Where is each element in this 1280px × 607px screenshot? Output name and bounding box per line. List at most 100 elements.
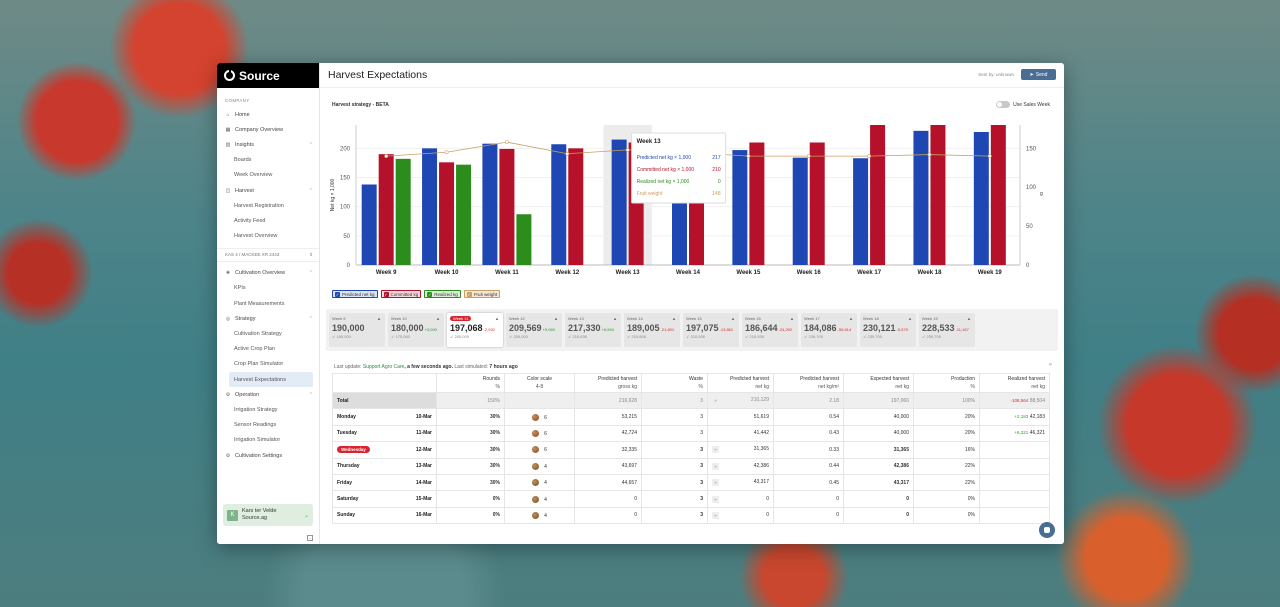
row-color-scale[interactable]: 4 [504,506,575,525]
column-unit [332,383,437,393]
sidebar-item-activity-feed[interactable]: Activity Feed [217,213,319,228]
sidebar-item-irrigation-simulator[interactable]: Irrigation Simulator [217,433,319,448]
fruit-weight-point [565,151,570,156]
week-card[interactable]: Week 13 ▲ 217,330+6,594 ➶ 210,636 [565,313,621,347]
sidebar-item-sensor-readings[interactable]: Sensor Readings [217,418,319,433]
double-arrow-icon[interactable]: » [712,462,719,470]
chevron-up-icon: ⌃ [308,315,313,322]
week-card[interactable]: Week 17 ▲ 184,086-55,614 ➶ 239,700 [801,313,857,347]
chat-button[interactable] [1039,522,1055,538]
column-header[interactable]: Predicted harvest [707,373,774,384]
farm-selector[interactable]: KAS 4 / MACKEE XR 2443 ⇕ [217,247,319,262]
week-card[interactable]: Week 9 ▲ 190,000 ➶ 190,000 [329,313,385,347]
column-header[interactable]: Production [913,373,980,384]
use-sales-week-toggle[interactable]: Use Sales Week [996,101,1050,108]
arrow-up-icon: ▲ [790,316,794,321]
sidebar-item-cultivation-strategy[interactable]: Cultivation Strategy [217,326,319,341]
row-color-scale[interactable]: 4 [504,473,575,492]
send-button[interactable]: ➤ Send [1021,69,1056,80]
column-header[interactable]: Predicted harvest [773,373,844,384]
row-color-scale[interactable]: 6 [504,408,575,426]
sidebar-item-cultivation-settings[interactable]: ⚙ Cultivation Settings [217,448,319,463]
week-forecast-value: 239,700 [867,334,882,339]
sidebar-item-home[interactable]: ⌂ Home [217,107,319,122]
sidebar-item-irrigation-strategy[interactable]: Irrigation Strategy [217,402,319,417]
sidebar-item-company-overview[interactable]: ▦ Company Overview [217,122,319,137]
avatar: K [227,509,238,521]
week-card[interactable]: Week 14 ▲ 189,005-21,601 ➶ 210,606 [624,313,680,347]
column-header[interactable]: Predicted harvest [574,373,642,384]
chevron-up-icon: ⌃ [308,270,313,277]
column-unit: % [641,383,708,393]
sidebar-item-strategy[interactable]: ◎ Strategy ⌃ [217,311,319,326]
sidebar-item-harvest-overview[interactable]: Harvest Overview [217,229,319,244]
sidebar-item-harvest-expectations[interactable]: Harvest Expectations [229,372,313,388]
logo[interactable]: Source [217,63,319,88]
toggle-switch[interactable] [996,101,1011,108]
week-card-value: 184,086-55,614 [804,323,854,333]
sidebar-item-week-overview[interactable]: Week Overview [217,168,319,183]
row-color-scale[interactable]: 4 [504,457,575,475]
sidebar-item-harvest-registration[interactable]: Harvest Registration [217,198,319,213]
collapse-sidebar-icon[interactable]: ‹ [307,535,313,541]
arrow-up-icon: ▲ [731,316,735,321]
sidebar-item-boards[interactable]: Boards [217,153,319,168]
sidebar-item-kpis[interactable]: KPIs [217,281,319,296]
sidebar-item-operation[interactable]: ⚙ Operation ⌃ [217,387,319,402]
sidebar-item-harvest[interactable]: ◫ Harvest ⌃ [217,183,319,198]
arrow-up-icon: ▲ [436,316,440,321]
x-tick-label: Week 17 [857,270,882,276]
double-arrow-icon[interactable]: » [712,397,719,405]
row-color-scale[interactable]: 4 [504,490,575,508]
week-card[interactable]: Week 18 ▲ 230,121-9,579 ➶ 239,700 [860,313,916,347]
week-card-label: Week 16 [745,316,761,321]
row-color-scale[interactable]: 6 [504,424,575,443]
chart-panel: Harvest strategy - BETA Use Sales Week 0… [326,97,1058,303]
double-arrow-icon[interactable]: » [712,495,719,503]
double-arrow-icon[interactable]: » [712,511,719,519]
column-header[interactable]: Color scale [504,373,575,384]
column-header[interactable]: Expected harvest [843,373,914,384]
row-production: 0% [913,506,980,525]
week-card-label: Week 9 [332,316,346,321]
double-arrow-icon[interactable]: » [712,446,719,454]
sidebar-item-label: Insights [235,141,254,148]
column-unit: 4-8 [504,383,575,393]
total-expected: 197,066 [843,391,914,410]
last-update-source[interactable]: Support Agro Care [362,364,405,370]
sidebar-item-insights[interactable]: ▥ Insights ⌃ [217,137,319,152]
sidebar-item-crop-plan-simulator[interactable]: Crop Plan Simulator [217,357,319,372]
arrow-up-icon: ▲ [613,316,617,321]
chevron-down-icon: ⌄ [303,512,309,519]
column-header[interactable] [332,373,437,384]
legend-realized-kg[interactable]: ✓ Realized kg [424,290,461,298]
week-card[interactable]: Week 12 ▲ 209,569+9,069 ➶ 200,000 [506,313,562,347]
double-arrow-icon[interactable]: » [712,479,719,487]
column-header[interactable]: Waste [641,373,708,384]
harvest-chart[interactable]: 0 50 100 150 200 0 50 100 150 Net kg × 1,000 g Week… [326,119,1058,287]
week-card[interactable]: Week 10 ▲ 180,000+3,000 ➶ 175,082 [388,313,444,347]
sidebar-item-plant-measurements[interactable]: Plant Measurements [217,296,319,311]
week-delta: -24,292 [778,327,793,332]
legend-committed-kg[interactable]: ✓ Committed kg [380,290,422,298]
legend-predicted-net-kg[interactable]: ✓ Predicted net kg [332,290,378,298]
week-card[interactable]: Week 16 ▲ 186,644-24,292 ➶ 210,936 [742,313,798,347]
toggle-label: Use Sales Week [1013,101,1050,108]
row-color-scale[interactable]: 6 [504,441,575,459]
row-pred-gross: 0 [574,490,642,508]
column-header[interactable]: Realized harvest [979,373,1050,384]
row-date: 12-Mar [397,441,437,459]
week-card[interactable]: Week 11 ▲ 197,068-2,932 ➶ 200,000 [447,313,503,347]
row-pred-m2: 0 [773,490,844,508]
sidebar-item-active-crop-plan[interactable]: Active Crop Plan [217,342,319,357]
total-realized-value: 88,504 [1028,397,1045,404]
week-card[interactable]: Week 19 ▲ 228,533-11,167 ➶ 239,700 [919,313,975,347]
column-header[interactable]: Rounds [436,373,505,384]
sidebar-item-cultivation-overview[interactable]: ❀ Cultivation Overview ⌃ [217,266,319,281]
row-date: 15-Mar [397,490,437,508]
week-card[interactable]: Week 15 ▲ 197,075-13,861 ➶ 210,936 [683,313,739,347]
user-card[interactable]: K Kars ter Velde Source.ag ⌄ [223,504,313,526]
expand-icon[interactable]: » [1048,362,1052,368]
legend-fruit-weight[interactable]: ✓ Fruit weight [463,290,501,298]
row-expected: 40,000 [843,408,914,426]
